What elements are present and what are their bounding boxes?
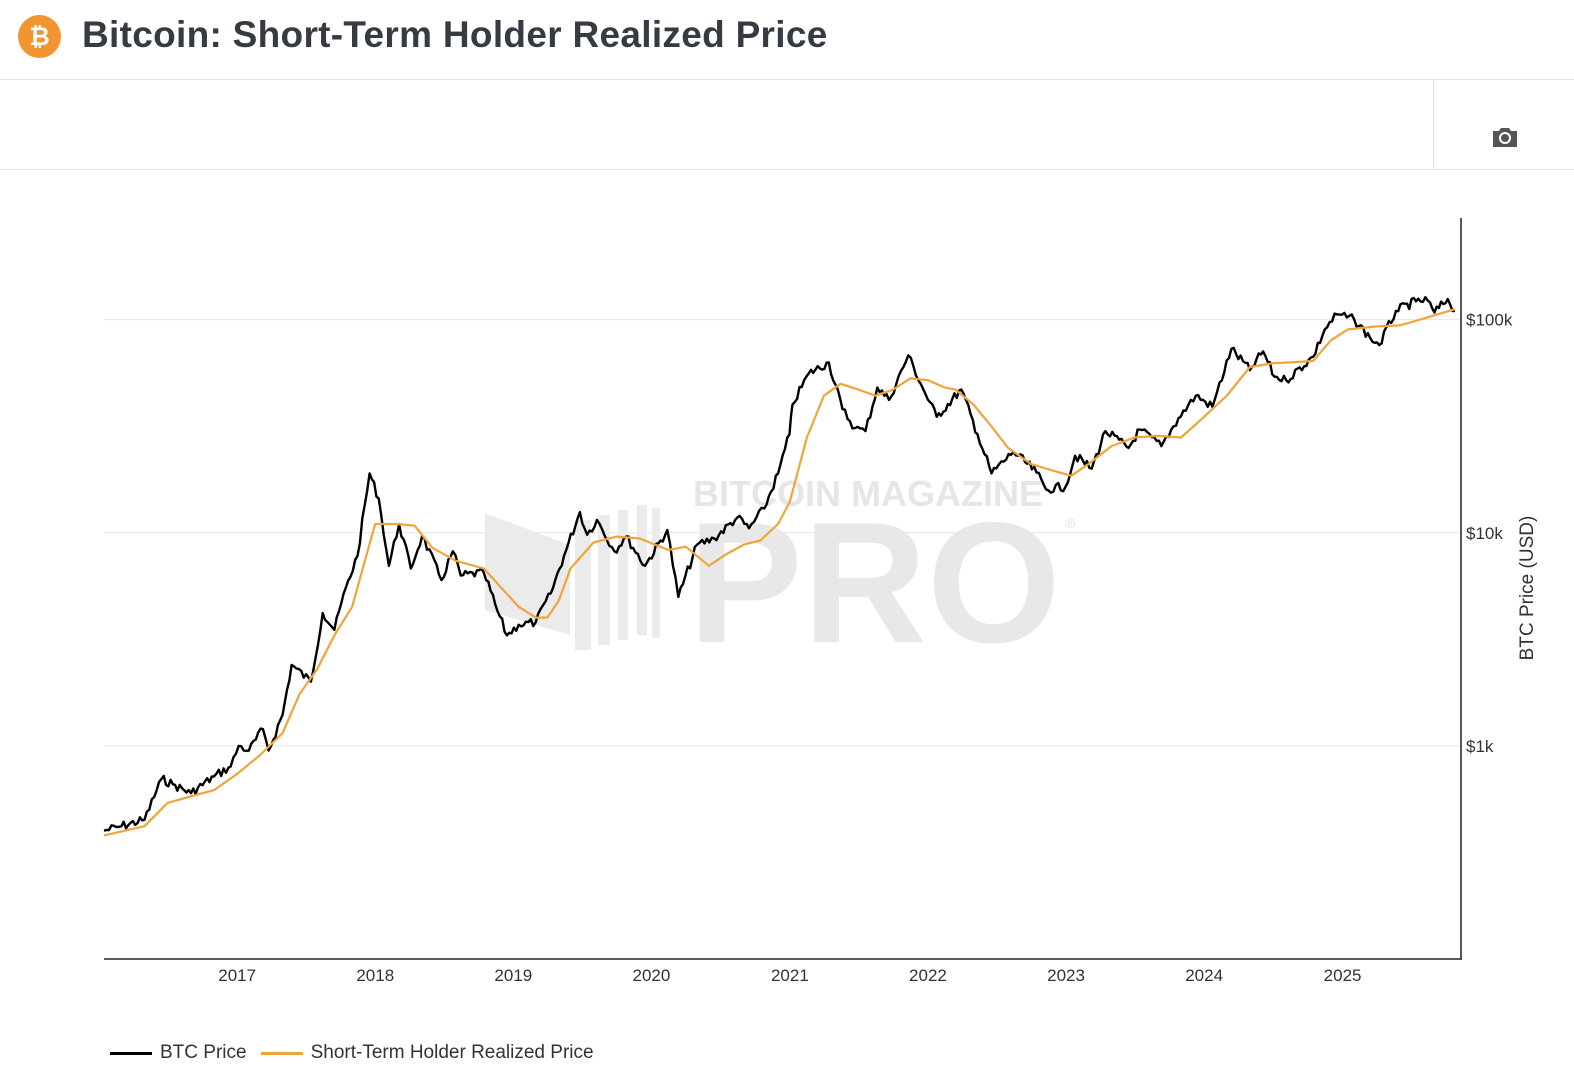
y-tick-labels: $1k $10k $100k [1466,311,1513,756]
y-axis-title: BTC Price (USD) [1517,516,1538,661]
y-tick-label: $100k [1466,311,1513,330]
series-line-sth-realized-price [103,308,1456,837]
legend-item-btc[interactable]: BTC Price [110,1042,247,1064]
y-tick-label: $10k [1466,524,1503,543]
chart-legend: BTC Price Short-Term Holder Realized Pri… [110,1042,608,1064]
watermark-line2: PRO [688,487,1061,679]
watermark: BITCOIN MAGAZINE PRO ® [485,473,1076,679]
page-title: Bitcoin: Short-Term Holder Realized Pric… [82,14,828,55]
x-tick-label: 2021 [771,966,809,985]
page-header: ₿ Bitcoin: Short-Term Holder Realized Pr… [0,0,1574,80]
x-tick-label: 2020 [633,966,671,985]
watermark-reg: ® [1065,515,1076,531]
x-tick-label: 2018 [356,966,394,985]
legend-item-sth[interactable]: Short-Term Holder Realized Price [260,1042,594,1064]
legend-label-sth: Short-Term Holder Realized Price [310,1042,594,1063]
bitcoin-logo-icon: ₿ [18,15,61,58]
x-tick-label: 2017 [218,966,256,985]
x-tick-label: 2023 [1047,966,1085,985]
watermark-logo-mark [485,505,660,650]
legend-label-btc: BTC Price [160,1042,247,1063]
chart-area: BITCOIN MAGAZINE PRO ® $1k $10k $100k 2017… [103,218,1538,985]
x-tick-label: 2019 [494,966,532,985]
x-tick-labels: 2017 2018 2019 2020 2021 2022 2023 2024 2025 [218,966,1361,985]
watermark-line1: BITCOIN MAGAZINE [693,473,1043,514]
series-layer [103,296,1456,837]
toolbar-divider [1433,80,1434,169]
x-tick-label: 2024 [1185,966,1223,985]
legend-swatch-sth [260,1051,303,1055]
y-tick-label: $1k [1466,737,1494,756]
x-tick-label: 2025 [1324,966,1362,985]
gridlines [104,319,1461,747]
x-tick-label: 2022 [909,966,947,985]
legend-swatch-btc [110,1051,152,1055]
chart-toolbar [0,80,1574,170]
series-line-btc-price [103,296,1455,832]
camera-icon[interactable] [1490,122,1520,152]
